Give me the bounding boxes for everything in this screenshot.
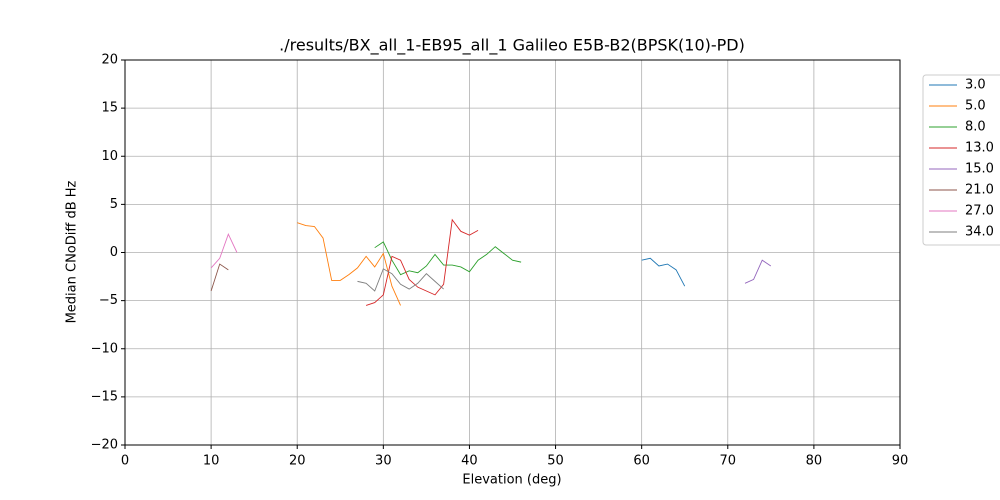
legend-label: 15.0 bbox=[965, 162, 994, 177]
data-line bbox=[365, 218, 479, 306]
y-tick-label: 15 bbox=[101, 101, 118, 116]
legend-label: 5.0 bbox=[965, 99, 986, 114]
x-axis-label: Elevation (deg) bbox=[462, 473, 561, 488]
x-tick-label: 0 bbox=[121, 454, 129, 469]
data-line bbox=[210, 263, 229, 292]
y-tick-label: −10 bbox=[91, 341, 118, 356]
plot-frame bbox=[124, 59, 901, 446]
y-tick-label: −20 bbox=[91, 438, 118, 453]
legend-box bbox=[922, 74, 1000, 246]
legend-label: 21.0 bbox=[965, 183, 994, 198]
data-line bbox=[374, 241, 522, 276]
y-tick-label: −15 bbox=[91, 389, 118, 404]
y-tick-label: 20 bbox=[101, 53, 118, 68]
x-tick-label: 20 bbox=[289, 454, 306, 469]
data-line bbox=[357, 268, 444, 292]
legend-label: 8.0 bbox=[965, 120, 986, 135]
x-tick-label: 30 bbox=[375, 454, 392, 469]
x-tick-label: 50 bbox=[547, 454, 564, 469]
y-tick-label: 5 bbox=[110, 197, 118, 212]
chart-title: ./results/BX_all_1-EB95_all_1 Galileo E5… bbox=[279, 36, 745, 56]
data-line bbox=[210, 233, 238, 269]
legend-label: 34.0 bbox=[965, 225, 994, 240]
y-axis-label: Median CNoDiff dB Hz bbox=[65, 180, 80, 323]
x-tick-label: 80 bbox=[806, 454, 823, 469]
data-line bbox=[744, 259, 772, 284]
y-tick-label: −5 bbox=[99, 293, 118, 308]
x-tick-label: 40 bbox=[461, 454, 478, 469]
y-tick-label: 0 bbox=[110, 245, 118, 260]
legend-label: 27.0 bbox=[965, 204, 994, 219]
data-line bbox=[297, 222, 401, 306]
legend-label: 13.0 bbox=[965, 141, 994, 156]
data-line bbox=[641, 257, 686, 287]
x-tick-label: 10 bbox=[203, 454, 220, 469]
legend-label: 3.0 bbox=[965, 78, 986, 93]
x-tick-label: 60 bbox=[633, 454, 650, 469]
y-tick-label: 10 bbox=[101, 149, 118, 164]
x-tick-label: 90 bbox=[892, 454, 909, 469]
x-tick-label: 70 bbox=[720, 454, 737, 469]
